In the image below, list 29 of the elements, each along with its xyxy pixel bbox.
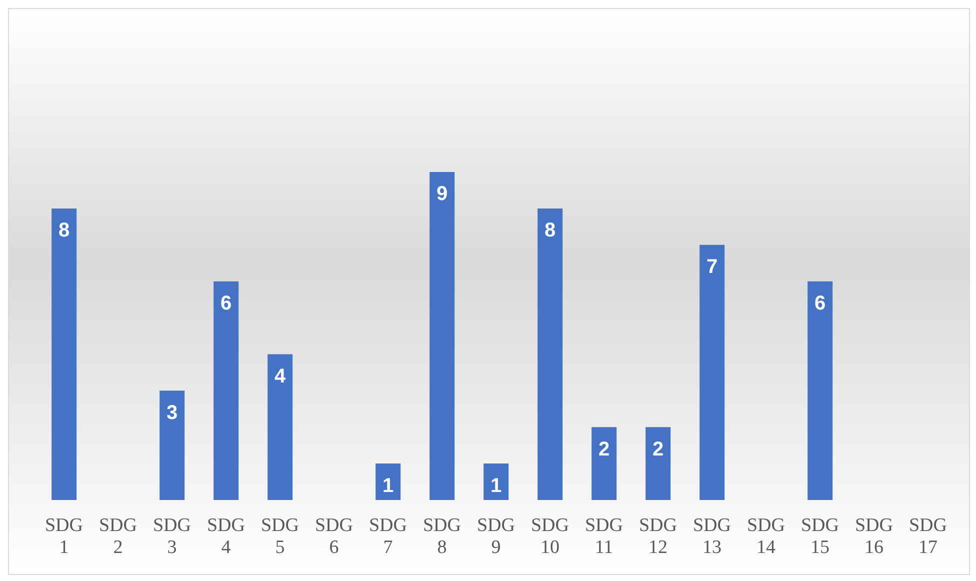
data-label: 8 xyxy=(58,220,70,242)
x-tick-label: SDG 17 xyxy=(908,515,948,558)
x-tick-label: SDG 3 xyxy=(152,515,192,558)
x-tick-label: SDG 12 xyxy=(638,515,678,558)
x-tick-label: SDG 13 xyxy=(692,515,732,558)
data-label: 7 xyxy=(706,256,718,278)
x-tick-label: SDG 2 xyxy=(98,515,138,558)
data-label: 6 xyxy=(220,292,232,315)
x-tick-label: SDG 11 xyxy=(584,515,624,558)
x-tick-label: SDG 16 xyxy=(854,515,894,558)
x-tick-label: SDG 8 xyxy=(422,515,462,558)
data-label: 1 xyxy=(382,474,394,497)
x-tick-label: SDG 14 xyxy=(746,515,786,558)
x-tick-label: SDG 5 xyxy=(260,515,300,558)
data-label: 9 xyxy=(436,183,448,206)
data-label: 2 xyxy=(652,438,664,460)
x-tick-label: SDG 4 xyxy=(206,515,246,558)
data-label: 4 xyxy=(274,365,287,388)
data-label: 2 xyxy=(598,438,610,460)
x-tick-label: SDG 1 xyxy=(44,515,84,558)
data-label: 3 xyxy=(166,402,178,424)
x-tick-label: SDG 10 xyxy=(530,515,570,558)
data-label: 1 xyxy=(490,474,502,497)
x-tick-label: SDG 15 xyxy=(800,515,840,558)
x-tick-label: SDG 7 xyxy=(368,515,408,558)
data-label: 8 xyxy=(544,220,556,242)
data-label: 6 xyxy=(814,292,826,315)
x-tick-label: SDG 9 xyxy=(476,515,516,558)
x-tick-label: SDG 6 xyxy=(314,515,354,558)
